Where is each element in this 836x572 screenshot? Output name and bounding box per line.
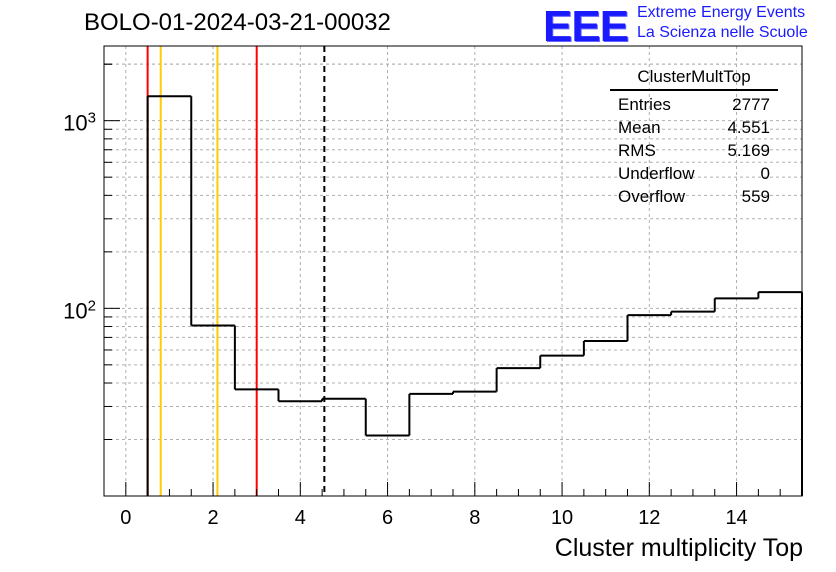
x-tick-label: 4 — [295, 507, 306, 529]
stats-value: 5.169 — [727, 141, 770, 160]
stats-value: 2777 — [732, 95, 770, 114]
stats-value: 4.551 — [727, 118, 770, 137]
marker-lines — [146, 46, 326, 496]
run-title: BOLO-01-2024-03-21-00032 — [84, 9, 391, 36]
x-tick-label: 0 — [120, 507, 131, 529]
stats-title: ClusterMultTop — [610, 67, 778, 91]
histogram-bins — [146, 95, 803, 496]
stats-label: Mean — [618, 118, 661, 137]
stats-rows: Entries 2777 Mean 4.551 RMS 5.169 Underflow 0 Ov… — [610, 93, 778, 208]
x-tick-label: 14 — [725, 507, 747, 529]
stats-value: 559 — [741, 187, 770, 206]
x-tick-label: 8 — [469, 507, 480, 529]
stats-row: Underflow 0 — [610, 162, 778, 185]
stats-row: RMS 5.169 — [610, 139, 778, 162]
stats-label: Underflow — [618, 164, 695, 183]
eee-logo-mark: EEE — [543, 2, 629, 51]
y-tick-label: 103 — [63, 109, 96, 136]
y-tick-label: 102 — [63, 297, 96, 324]
x-tick-label: 12 — [638, 507, 660, 529]
stats-row: Mean 4.551 — [610, 116, 778, 139]
x-tick-label: 2 — [208, 507, 219, 529]
stats-label: RMS — [618, 141, 656, 160]
stats-row: Entries 2777 — [610, 93, 778, 116]
x-axis-title: Cluster multiplicity Top — [554, 534, 803, 562]
stats-value: 0 — [760, 164, 770, 183]
eee-logo-line1: Extreme Energy Events — [637, 4, 806, 21]
axes: 0 2 4 6 8 10 12 14 103 102 — [63, 45, 803, 529]
eee-logo-line2: La Scienza nelle Scuole — [637, 24, 808, 41]
x-tick-label: 10 — [551, 507, 573, 529]
stats-label: Entries — [618, 95, 671, 114]
stats-row: Overflow 559 — [610, 185, 778, 208]
stats-box: ClusterMultTop Entries 2777 Mean 4.551 RMS 5.… — [610, 67, 778, 208]
x-tick-label: 6 — [382, 507, 393, 529]
stats-label: Overflow — [618, 187, 686, 206]
